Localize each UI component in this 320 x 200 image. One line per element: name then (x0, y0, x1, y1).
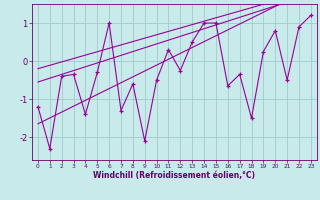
X-axis label: Windchill (Refroidissement éolien,°C): Windchill (Refroidissement éolien,°C) (93, 171, 255, 180)
